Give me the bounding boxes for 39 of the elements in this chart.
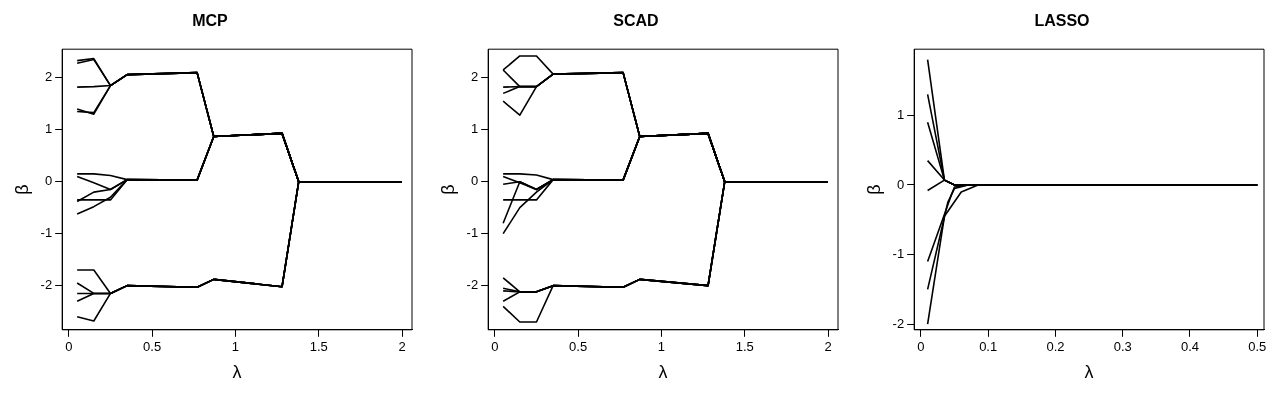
y-tick-label: 2 (44, 69, 53, 85)
x-tick-label: 0.4 (1180, 339, 1200, 355)
y-tick-label: 1 (470, 121, 479, 137)
x-tick-label: 1.5 (735, 339, 754, 355)
y-tick-label: -2 (40, 277, 53, 293)
chart-title: SCAD (613, 12, 659, 30)
y-axis-title: β (11, 184, 32, 195)
x-tick-label: 2 (398, 339, 406, 355)
x-tick-label: 0.2 (1046, 339, 1065, 355)
y-tick-label: -1 (892, 246, 905, 262)
x-tick-label: 0 (917, 339, 925, 355)
y-axis-title: β (437, 184, 458, 195)
x-tick-label: 0.3 (1113, 339, 1132, 355)
x-tick-label: 1.5 (309, 339, 328, 355)
x-tick-label: 0.5 (143, 339, 162, 355)
x-tick-label: 1 (231, 339, 240, 355)
chart-title: MCP (192, 12, 229, 30)
y-tick-label: 1 (896, 106, 905, 122)
x-tick-label: 2 (824, 339, 832, 355)
x-tick-label: 0 (65, 339, 73, 355)
x-axis-title: λ (658, 362, 668, 383)
x-tick-label: 0.5 (1248, 339, 1267, 355)
y-tick-label: -2 (466, 277, 479, 293)
y-tick-label: 1 (44, 121, 53, 137)
y-tick-label: 0 (896, 176, 905, 192)
x-axis-title: λ (232, 362, 242, 383)
x-axis-title: λ (1084, 362, 1094, 383)
y-tick-label: 0 (44, 173, 53, 189)
x-tick-label: 0.1 (979, 339, 998, 355)
x-tick-label: 1 (657, 339, 666, 355)
y-tick-label: -2 (892, 315, 905, 331)
y-tick-label: -1 (40, 225, 53, 241)
chart-title: LASSO (1034, 12, 1090, 30)
y-tick-label: 0 (470, 173, 479, 189)
x-tick-label: 0 (491, 339, 499, 355)
y-tick-label: 2 (470, 69, 479, 85)
x-tick-label: 0.5 (569, 339, 588, 355)
y-tick-label: -1 (466, 225, 479, 241)
y-axis-title: β (863, 184, 884, 195)
